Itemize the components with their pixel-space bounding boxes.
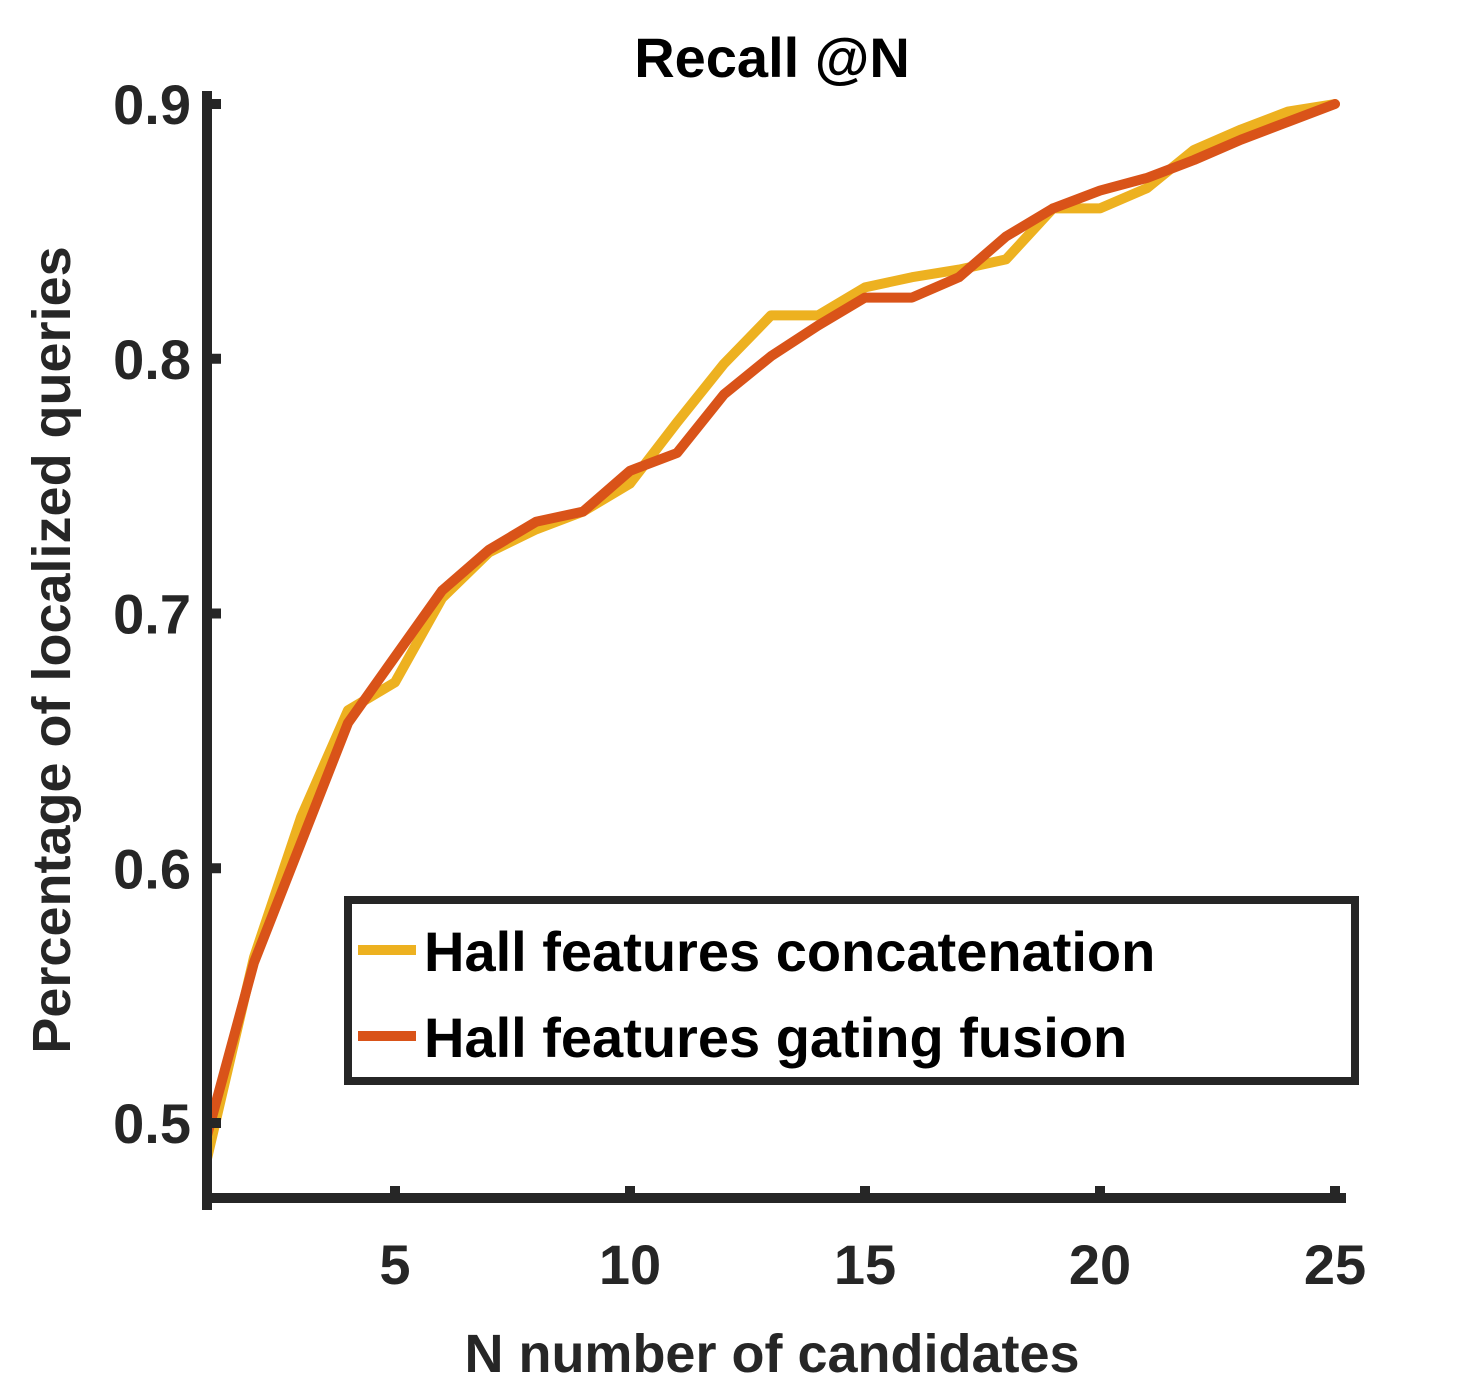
legend-label-concatenation: Hall features concatenation [424, 920, 1155, 983]
y-tick-label: 0.7 [113, 583, 191, 646]
x-tick-label: 10 [599, 1233, 661, 1296]
y-tick-label: 0.8 [113, 328, 191, 391]
legend: Hall features concatenation Hall feature… [344, 896, 1359, 1085]
series-line-1 [202, 99, 1340, 1141]
chart-title: Recall @N [634, 26, 910, 89]
series-line-0 [202, 99, 1340, 1164]
plot-area [202, 99, 1340, 1164]
x-tick-label: 15 [834, 1233, 896, 1296]
y-axis-label: Percentage of localized queries [22, 246, 82, 1053]
y-tick-label: 0.9 [113, 73, 191, 136]
x-axis-label: N number of candidates [464, 1324, 1079, 1384]
y-tick-label: 0.6 [113, 837, 191, 900]
x-ticks: 5 10 15 20 25 [379, 1186, 1366, 1296]
legend-label-gating-fusion: Hall features gating fusion [424, 1006, 1127, 1069]
x-tick-label: 20 [1069, 1233, 1131, 1296]
x-tick-label: 25 [1304, 1233, 1366, 1296]
y-tick-label: 0.5 [113, 1092, 191, 1155]
x-tick-label: 5 [379, 1233, 410, 1296]
y-ticks: 0.5 0.6 0.7 0.8 0.9 [113, 73, 221, 1155]
legend-box [344, 896, 1359, 1085]
